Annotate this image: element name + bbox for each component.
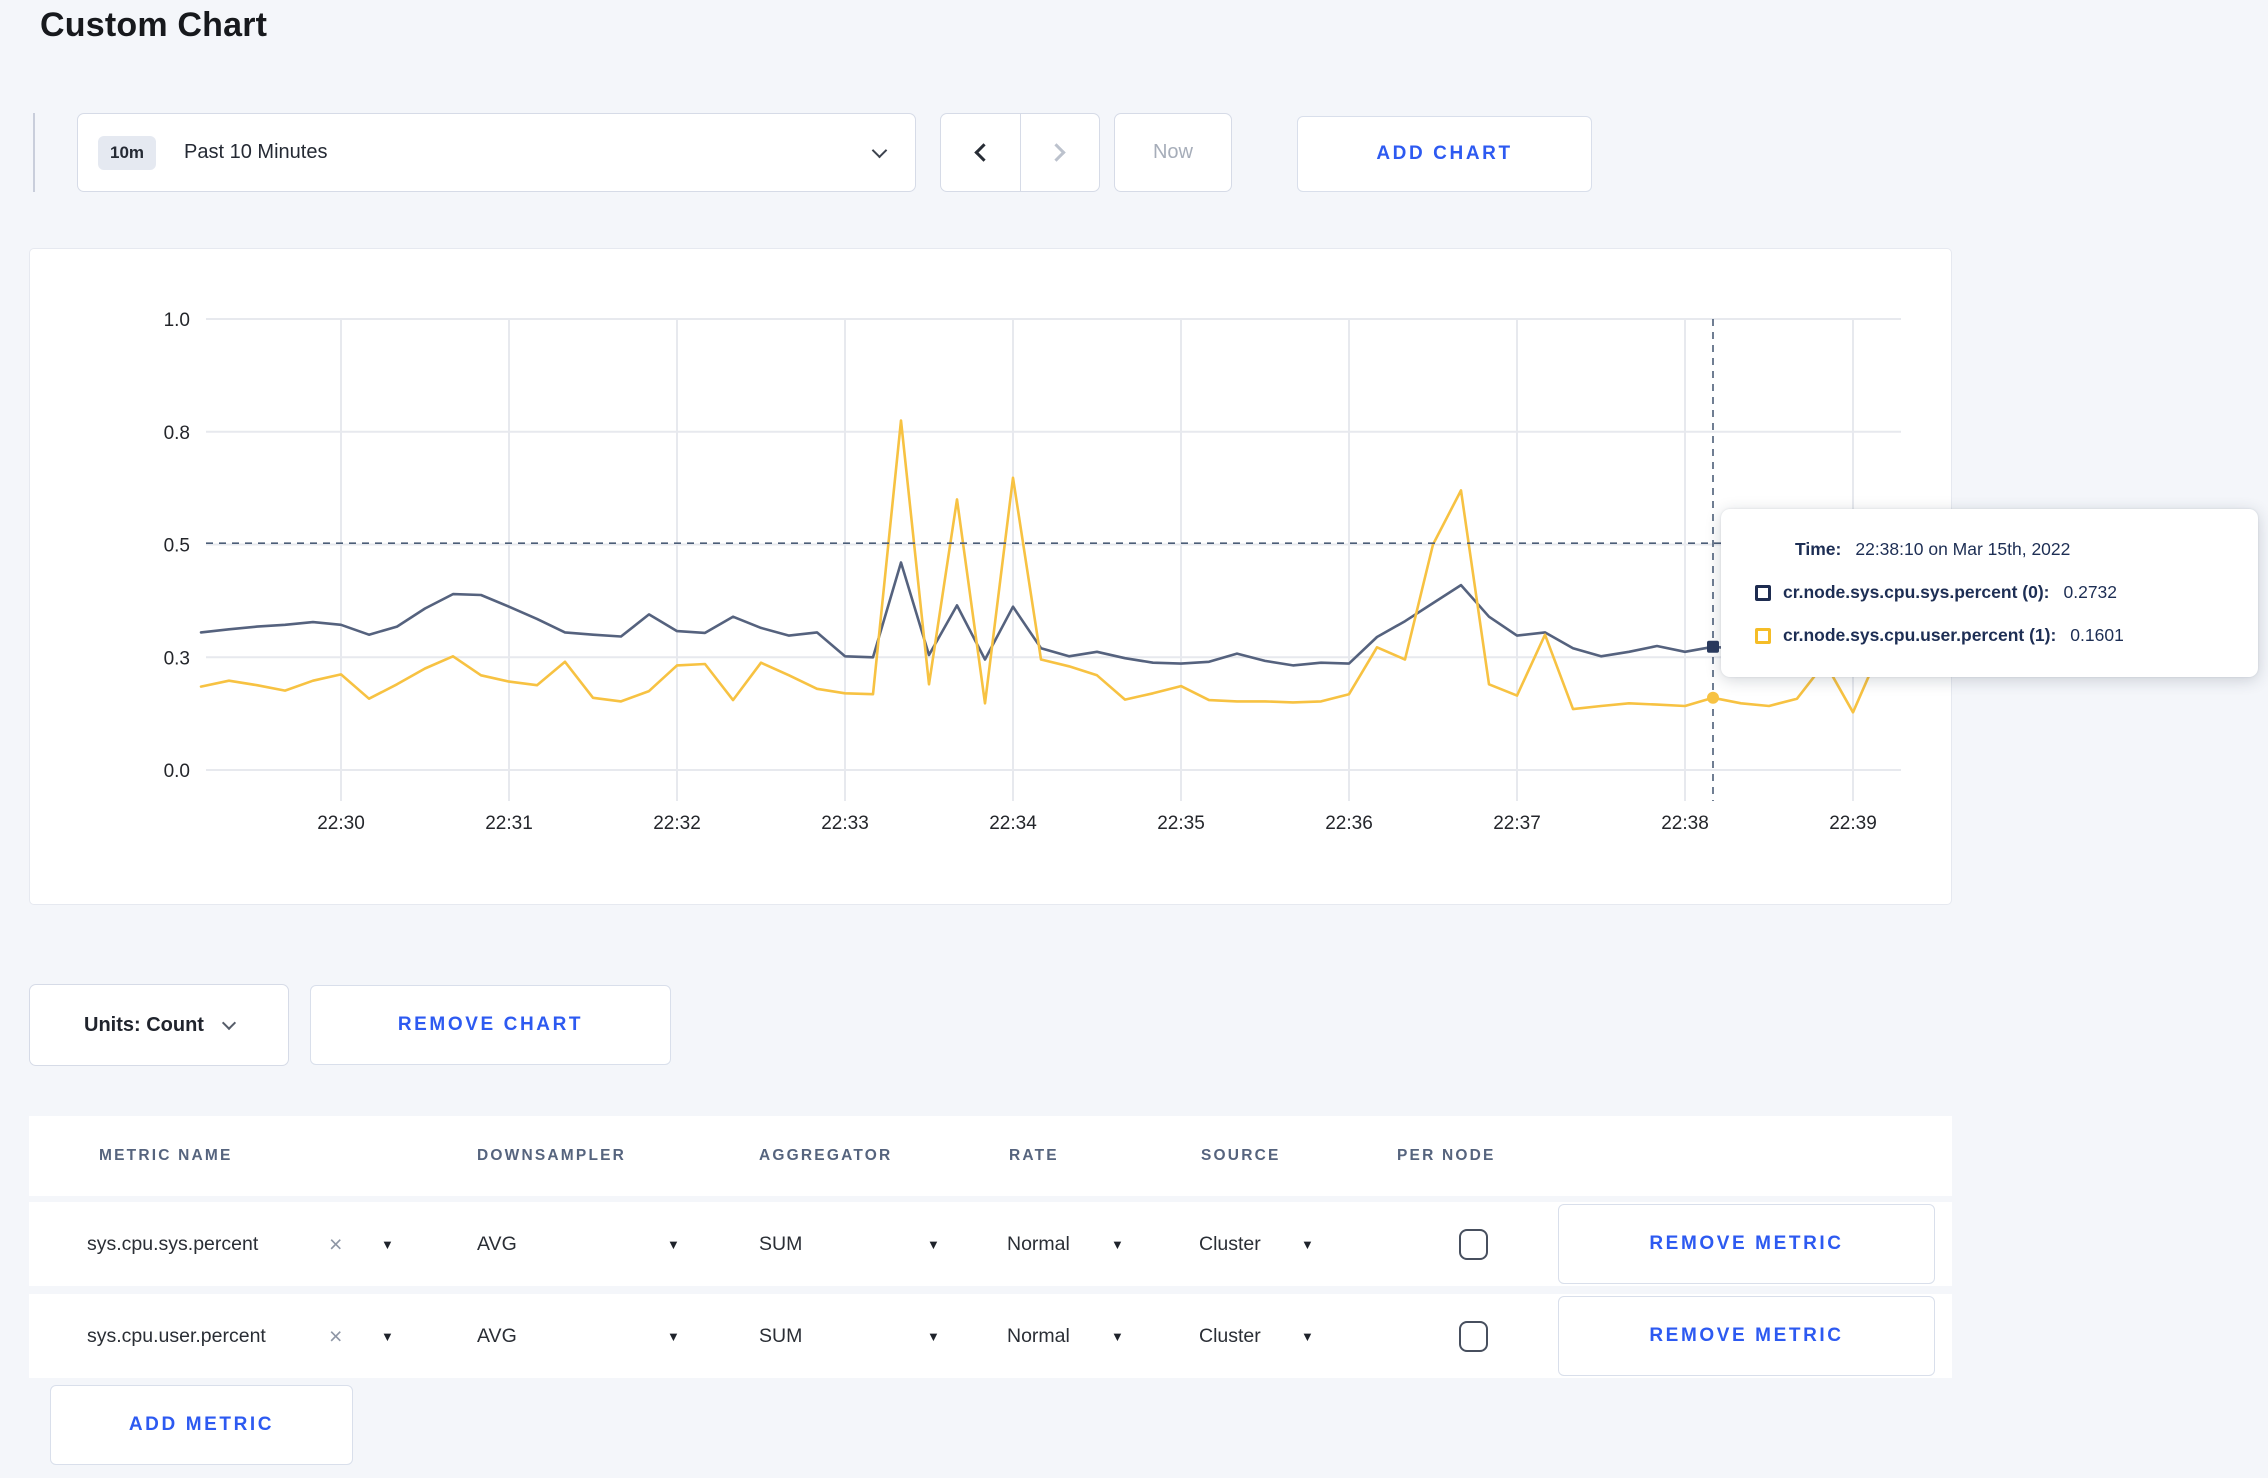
svg-text:22:36: 22:36 bbox=[1325, 813, 1373, 834]
metric-name-caret-icon[interactable]: ▼ bbox=[381, 1328, 394, 1344]
time-range-badge: 10m bbox=[98, 135, 157, 170]
svg-text:22:39: 22:39 bbox=[1829, 813, 1877, 834]
col-per-node: PER NODE bbox=[1397, 1147, 1496, 1164]
remove-metric-button[interactable]: REMOVE METRIC bbox=[1558, 1296, 1935, 1376]
downsampler-caret-icon[interactable]: ▼ bbox=[667, 1236, 680, 1252]
source-caret-icon[interactable]: ▼ bbox=[1301, 1328, 1314, 1344]
tooltip-series-sys-label: cr.node.sys.cpu.sys.percent (0): bbox=[1783, 582, 2050, 602]
svg-text:22:30: 22:30 bbox=[317, 813, 365, 834]
tooltip-series-user-label: cr.node.sys.cpu.user.percent (1): bbox=[1783, 625, 2057, 645]
units-label: Units: Count bbox=[84, 1013, 204, 1036]
toolbar-divider bbox=[33, 113, 35, 192]
source-caret-icon[interactable]: ▼ bbox=[1301, 1236, 1314, 1252]
svg-text:22:35: 22:35 bbox=[1157, 813, 1205, 834]
clear-metric-icon[interactable]: × bbox=[329, 1322, 343, 1349]
rate-select[interactable]: Normal bbox=[1007, 1232, 1070, 1255]
clear-metric-icon[interactable]: × bbox=[329, 1230, 343, 1257]
metric-name-value[interactable]: sys.cpu.user.percent bbox=[87, 1324, 266, 1347]
col-source: SOURCE bbox=[1201, 1147, 1281, 1164]
rate-caret-icon[interactable]: ▼ bbox=[1111, 1328, 1124, 1344]
svg-text:22:32: 22:32 bbox=[653, 813, 701, 834]
downsampler-select[interactable]: AVG bbox=[477, 1324, 517, 1347]
chevron-right-icon bbox=[1047, 143, 1066, 162]
svg-text:22:38: 22:38 bbox=[1661, 813, 1709, 834]
svg-text:22:33: 22:33 bbox=[821, 813, 869, 834]
series-user-swatch-icon bbox=[1755, 627, 1771, 644]
svg-text:22:34: 22:34 bbox=[989, 813, 1037, 834]
per-node-checkbox[interactable] bbox=[1459, 1320, 1488, 1352]
metric-name-caret-icon[interactable]: ▼ bbox=[381, 1236, 394, 1252]
remove-metric-button[interactable]: REMOVE METRIC bbox=[1558, 1204, 1935, 1284]
col-downsampler: DOWNSAMPLER bbox=[477, 1147, 627, 1164]
tooltip-time-value: 22:38:10 on Mar 15th, 2022 bbox=[1855, 539, 2071, 559]
aggregator-select[interactable]: SUM bbox=[759, 1232, 803, 1255]
source-select[interactable]: Cluster bbox=[1199, 1324, 1261, 1347]
svg-text:22:31: 22:31 bbox=[485, 813, 533, 834]
col-aggregator: AGGREGATOR bbox=[759, 1147, 893, 1164]
now-button[interactable]: Now bbox=[1114, 113, 1232, 192]
next-time-button[interactable] bbox=[1019, 114, 1100, 191]
chevron-down-icon bbox=[221, 1015, 237, 1031]
tooltip-time-label: Time: bbox=[1795, 539, 1842, 559]
svg-text:0.0: 0.0 bbox=[164, 761, 190, 782]
metric-name-value[interactable]: sys.cpu.sys.percent bbox=[87, 1232, 259, 1255]
svg-text:1.0: 1.0 bbox=[164, 310, 190, 331]
units-select[interactable]: Units: Count bbox=[29, 984, 289, 1066]
series-sys-swatch-icon bbox=[1755, 584, 1771, 601]
chart-card: 0.0 0.3 0.5 0.8 1.0 22:30 22:31 22:32 22:33 22:34… bbox=[29, 248, 1952, 905]
chevron-down-icon bbox=[871, 142, 888, 158]
add-metric-button[interactable]: ADD METRIC bbox=[50, 1385, 353, 1465]
metrics-table-header: METRIC NAME DOWNSAMPLER AGGREGATOR RATE … bbox=[29, 1116, 1952, 1196]
time-range-label: Past 10 Minutes bbox=[184, 141, 328, 163]
svg-text:0.3: 0.3 bbox=[164, 648, 190, 669]
svg-text:0.8: 0.8 bbox=[164, 423, 190, 444]
metric-row: sys.cpu.sys.percent × ▼ AVG ▼ SUM ▼ Norm… bbox=[29, 1202, 1952, 1286]
svg-text:0.5: 0.5 bbox=[164, 536, 190, 557]
per-node-checkbox[interactable] bbox=[1459, 1228, 1488, 1260]
page-title: Custom Chart bbox=[40, 6, 268, 44]
rate-select[interactable]: Normal bbox=[1007, 1324, 1070, 1347]
metric-row: sys.cpu.user.percent × ▼ AVG ▼ SUM ▼ Nor… bbox=[29, 1294, 1952, 1378]
source-select[interactable]: Cluster bbox=[1199, 1232, 1261, 1255]
aggregator-caret-icon[interactable]: ▼ bbox=[927, 1328, 940, 1344]
tooltip-series-user-value: 0.1601 bbox=[2070, 625, 2124, 645]
time-range-select[interactable]: 10m Past 10 Minutes bbox=[77, 113, 916, 192]
col-rate: RATE bbox=[1009, 1147, 1059, 1164]
tooltip-series-sys-value: 0.2732 bbox=[2063, 582, 2118, 602]
downsampler-caret-icon[interactable]: ▼ bbox=[667, 1328, 680, 1344]
prev-time-button[interactable] bbox=[941, 114, 1020, 191]
col-metric-name: METRIC NAME bbox=[99, 1147, 233, 1164]
aggregator-select[interactable]: SUM bbox=[759, 1324, 803, 1347]
timeseries-chart[interactable]: 0.0 0.3 0.5 0.8 1.0 22:30 22:31 22:32 22:33 22:34… bbox=[30, 249, 1951, 904]
svg-text:22:37: 22:37 bbox=[1493, 813, 1541, 834]
rate-caret-icon[interactable]: ▼ bbox=[1111, 1236, 1124, 1252]
downsampler-select[interactable]: AVG bbox=[477, 1232, 517, 1255]
time-pager bbox=[940, 113, 1100, 192]
chevron-left-icon bbox=[974, 143, 993, 162]
aggregator-caret-icon[interactable]: ▼ bbox=[927, 1236, 940, 1252]
remove-chart-button[interactable]: REMOVE CHART bbox=[310, 985, 671, 1065]
add-chart-button[interactable]: ADD CHART bbox=[1297, 116, 1592, 192]
chart-tooltip: Time: 22:38:10 on Mar 15th, 2022 cr.node… bbox=[1721, 509, 2258, 677]
